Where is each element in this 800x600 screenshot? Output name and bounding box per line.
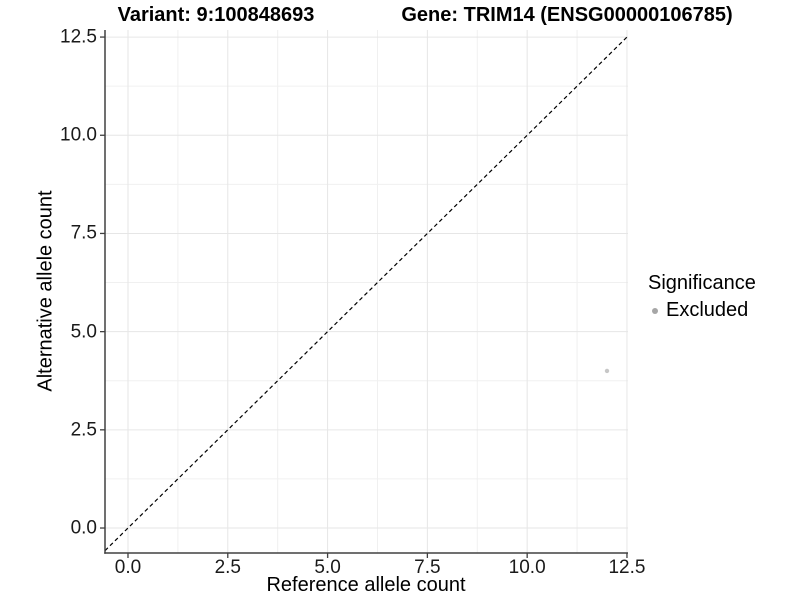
excluded-point-icon <box>652 307 658 314</box>
y-tick-label: 12.5 <box>60 26 97 48</box>
x-tick-label: 0.0 <box>114 557 142 578</box>
x-tick-label: 5.0 <box>314 557 341 578</box>
identity-line <box>104 35 629 552</box>
y-tick-label: 2.5 <box>70 419 97 441</box>
legend-item-label: Excluded <box>666 299 749 321</box>
gene-title: Gene: TRIM14 (ENSG00000106785) <box>401 4 733 26</box>
x-axis-title: Reference allele count <box>266 574 466 596</box>
legend-title: Significance <box>648 272 756 294</box>
legend: Significance Excluded <box>648 272 756 322</box>
y-tick-label: 10.0 <box>60 124 97 146</box>
x-tick-label: 12.5 <box>608 557 646 578</box>
variant-title: Variant: 9:100848693 <box>117 4 315 26</box>
legend-item-excluded: Excluded <box>648 299 756 322</box>
y-tick-label: 5.0 <box>70 321 97 343</box>
data-point <box>604 368 610 374</box>
y-axis-title: Alternative allele count <box>34 190 57 392</box>
x-tick-label: 2.5 <box>214 557 241 578</box>
y-tick-label: 0.0 <box>70 517 97 539</box>
y-tick-label: 7.5 <box>70 222 97 244</box>
x-tick-label: 7.5 <box>414 557 441 578</box>
x-tick-label: 10.0 <box>508 557 546 578</box>
